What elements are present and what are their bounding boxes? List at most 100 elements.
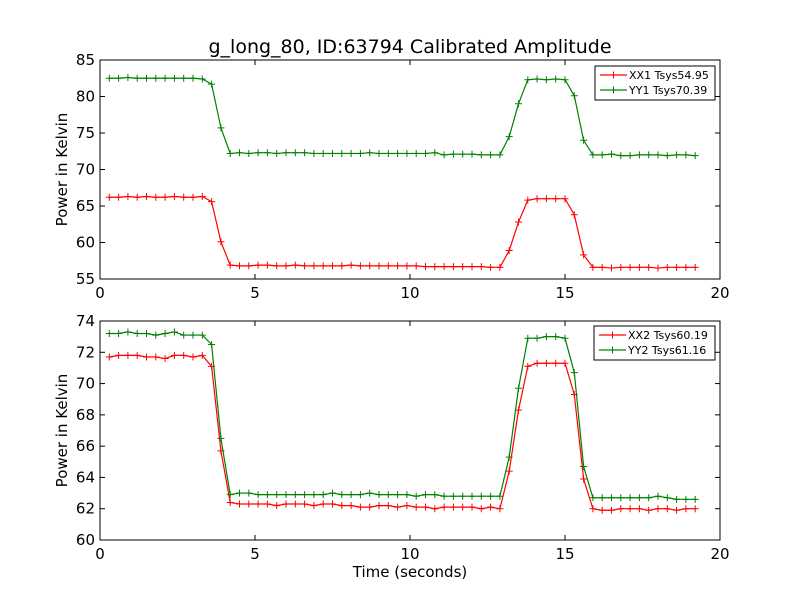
chart-1-xtick-label: 5	[250, 284, 260, 302]
chart-2-series-1-point	[180, 351, 188, 359]
chart-1-series-2-point	[617, 152, 625, 160]
chart-2-series-2-point	[152, 331, 160, 339]
chart-2-series-1-point	[496, 505, 504, 513]
chart-2-ytick-label: 60	[76, 531, 95, 549]
chart-2-series-1-point	[394, 503, 402, 511]
chart-1-series-1-line	[109, 195, 696, 269]
chart-1-series-2-point	[217, 124, 225, 132]
chart-1-series-2-point	[654, 151, 662, 159]
chart-1-series-2-point	[124, 74, 132, 82]
chart-2-series-1-point	[691, 505, 699, 513]
chart-1-series-1-point	[217, 238, 225, 246]
chart-1-series-1-point	[431, 263, 439, 271]
chart-2-series-2-point	[394, 491, 402, 499]
chart-1-series-2-point	[515, 100, 522, 108]
chart-1-series-1-point	[189, 193, 197, 201]
chart-2-series-1-point	[552, 359, 560, 367]
chart-2-xtick-label: 0	[95, 545, 105, 563]
chart-1-series-2-point	[133, 74, 141, 82]
chart-2-series-2-point	[608, 494, 615, 502]
chart-1-series-1-point	[208, 198, 216, 206]
chart-1-series-2-point	[626, 152, 634, 160]
chart-1-series-1-point	[347, 261, 355, 269]
chart-1-series-2-point	[477, 151, 485, 159]
chart-title: g_long_80, ID:63794 Calibrated Amplitude	[208, 36, 611, 58]
chart-1-series-1-point	[440, 263, 448, 271]
chart-1-series-2-point	[412, 149, 420, 157]
chart-1-series-1-point	[608, 264, 615, 272]
chart-2-series-2-point	[496, 492, 504, 500]
chart-2-series-1-point	[375, 502, 383, 510]
chart-1-series-1-point	[273, 262, 281, 270]
chart-2-series-1-point	[245, 500, 253, 508]
chart-1-series-2-point	[366, 149, 374, 157]
chart-1-series-2-point	[598, 151, 606, 159]
chart-2-legend-label: XX2 Tsys60.19	[628, 329, 708, 342]
chart-2-series-1-point	[310, 502, 318, 510]
chart-2-series-1-point	[198, 351, 206, 359]
chart-1-series-2-point	[319, 149, 327, 157]
chart-1-series-2-line	[109, 76, 696, 157]
chart-2-series-1-point	[673, 506, 681, 514]
chart-1-series-1-point	[301, 262, 309, 270]
chart-2-series-2-point	[589, 494, 597, 502]
chart-2-series-1-point	[356, 503, 364, 511]
chart-1-series-1-point	[310, 262, 318, 270]
chart-1-series-1-point	[133, 193, 141, 201]
chart-2-legend-label: YY2 Tsys61.16	[627, 344, 706, 357]
chart-1-series-2-point	[580, 136, 588, 144]
chart-2-series-2-point	[524, 334, 532, 342]
chart-2-series-2-point	[291, 491, 299, 499]
top-subplot: 0 5 10 15 20 55 60 65 70 75 80 85 Power in Kelvin XX1…	[53, 51, 730, 302]
chart-1-series-2-point	[663, 152, 671, 160]
chart-1-ytick-label: 85	[76, 51, 95, 69]
chart-1-ytick-label: 80	[76, 88, 95, 106]
chart-1-series-1-point	[570, 211, 578, 219]
chart-1-series-2-point	[459, 150, 467, 158]
chart-2-series-1-point	[654, 505, 662, 513]
chart-1-series-2-point	[189, 74, 197, 82]
chart-2-series-2-point	[217, 434, 225, 442]
chart-1-series-1-point	[124, 193, 132, 201]
chart-1-xtick-label: 20	[710, 284, 729, 302]
chart-2-series-2-point	[366, 489, 374, 497]
chart-1-series-2-point	[115, 74, 123, 82]
chart-1-series-1-point	[459, 263, 467, 271]
chart-1-series-1-point	[477, 263, 485, 271]
bottom-subplot: 0 5 10 15 20 60 62 64 66 68 70 72 74 Power in Kelvin T…	[53, 312, 730, 581]
chart-2-ytick-label: 68	[76, 406, 95, 424]
chart-1-series-1-point	[236, 262, 243, 270]
chart-1-series-1-point	[226, 261, 234, 269]
chart-1-series-2-point	[245, 149, 253, 157]
chart-1-series-2-point	[208, 80, 216, 88]
chart-2-series-2-point	[347, 491, 355, 499]
chart-2-series-1-point	[422, 503, 429, 511]
chart-2-series-2-point	[682, 495, 690, 503]
chart-2-series-2-point	[552, 333, 560, 341]
chart-1-series-2-point	[105, 74, 113, 82]
chart-2-series-2-point	[198, 331, 206, 339]
chart-1-series-2-point	[487, 151, 495, 159]
chart-2-series-2-point	[422, 491, 429, 499]
chart-1-ylabel: Power in Kelvin	[53, 113, 71, 227]
chart-1-xtick-label: 15	[555, 284, 574, 302]
chart-2-series-2-point	[338, 491, 346, 499]
chart-2-series-2-point	[236, 489, 243, 497]
chart-2-series-1-point	[329, 500, 336, 508]
chart-1-series-2-point	[310, 149, 318, 157]
chart-1-series-2-point	[524, 76, 532, 84]
chart-1-series-1-point	[580, 251, 588, 259]
chart-2-series-1-point	[468, 503, 476, 511]
chart-1-series-1-point	[180, 193, 188, 201]
chart-2-series-1-point	[263, 500, 271, 508]
chart-2-ytick-label: 62	[76, 500, 95, 518]
chart-1-series-1-point	[170, 193, 178, 201]
chart-1-series-1-point	[533, 195, 541, 203]
chart-2-series-1-point	[626, 505, 634, 513]
chart-2-xlabel: Time (seconds)	[352, 563, 468, 581]
chart-2-series-2-point	[654, 492, 662, 500]
chart-2-series-1-point	[301, 500, 309, 508]
chart-2-series-1-point	[505, 467, 513, 475]
chart-1-series-2-point	[608, 150, 615, 158]
